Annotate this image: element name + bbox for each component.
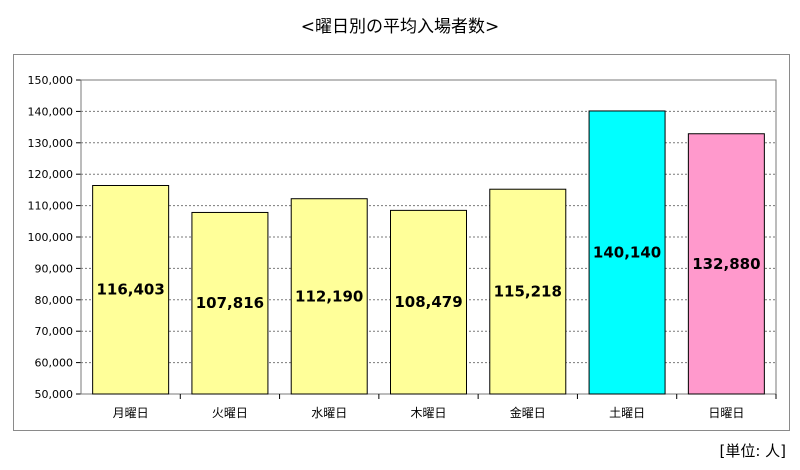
y-tick-label: 150,000 <box>28 74 74 87</box>
bar-value-label: 115,218 <box>494 283 562 301</box>
chart-title: <曜日別の平均入場者数> <box>300 17 500 37</box>
chart-frame: 50,000 60,000 70,000 80,000 90,000 100,000 110… <box>13 54 790 431</box>
bar <box>489 188 567 395</box>
y-tick-label: 110,000 <box>28 200 74 213</box>
bar-value-label: 108,479 <box>394 293 462 311</box>
x-tick-label: 水曜日 <box>311 406 347 420</box>
x-tick-label: 日曜日 <box>708 406 744 420</box>
bar-value-label: 132,880 <box>692 255 760 273</box>
x-tick-label: 金曜日 <box>510 405 546 420</box>
unit-note: [単位: 人] <box>719 442 786 460</box>
y-tick-label: 100,000 <box>28 231 74 244</box>
y-tick-label: 140,000 <box>28 105 74 118</box>
x-tick-label: 木曜日 <box>410 406 446 420</box>
bar <box>92 184 170 395</box>
x-tick-label: 月曜日 <box>113 406 149 420</box>
y-tick-label: 90,000 <box>35 262 74 275</box>
y-tick-label: 70,000 <box>35 325 74 338</box>
y-tick-label: 80,000 <box>35 294 74 307</box>
bar <box>390 209 467 395</box>
bar <box>687 133 765 395</box>
y-tick-label: 60,000 <box>35 357 74 370</box>
bar <box>191 211 269 395</box>
x-tick-label: 火曜日 <box>212 406 248 420</box>
y-tick-label: 50,000 <box>35 388 74 401</box>
bar-chart: 50,000 60,000 70,000 80,000 90,000 100,000 110… <box>28 74 777 420</box>
y-tick-label: 130,000 <box>28 137 74 150</box>
bar <box>588 110 666 395</box>
bar-value-label: 116,403 <box>96 281 164 299</box>
bar-value-label: 107,816 <box>196 294 264 312</box>
bar <box>290 198 368 395</box>
x-tick-label: 土曜日 <box>609 406 645 420</box>
bar-value-label: 140,140 <box>593 243 661 261</box>
bar-value-label: 112,190 <box>295 287 363 305</box>
y-tick-label: 120,000 <box>28 168 74 181</box>
